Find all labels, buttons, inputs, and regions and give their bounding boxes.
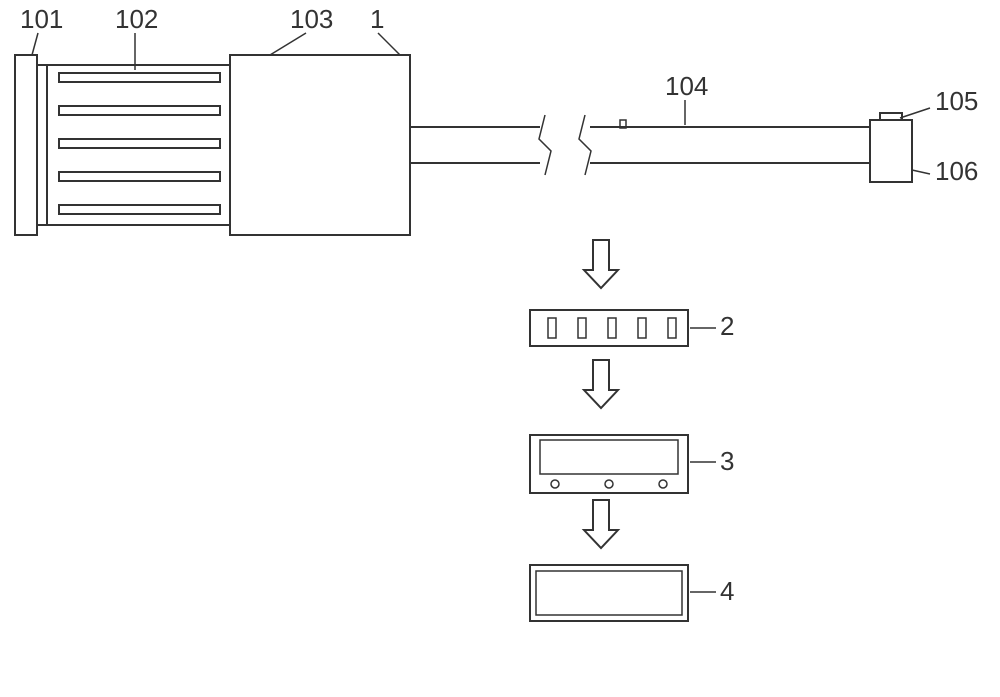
- label-4: 4: [720, 576, 734, 606]
- component-4: [530, 565, 688, 621]
- leader-line: [270, 33, 306, 55]
- leader-line: [912, 170, 930, 174]
- flow-arrow: [584, 500, 618, 548]
- flow-arrow: [584, 240, 618, 288]
- label-104: 104: [665, 71, 708, 101]
- label-102: 102: [115, 4, 158, 34]
- flow-arrow: [584, 360, 618, 408]
- label-106: 106: [935, 156, 978, 186]
- component-3: [530, 435, 688, 493]
- leader-line: [900, 108, 930, 118]
- technical-diagram: 101 102 103 1 104 105 106 2 3 4: [0, 0, 1000, 697]
- plug-body: [870, 120, 912, 182]
- leader-line: [378, 33, 400, 55]
- plug-top: [880, 113, 902, 120]
- label-2: 2: [720, 311, 734, 341]
- component-2: [530, 310, 688, 346]
- label-101: 101: [20, 4, 63, 34]
- end-plate: [15, 55, 37, 235]
- leader-line: [32, 33, 38, 55]
- label-1: 1: [370, 4, 384, 34]
- label-3: 3: [720, 446, 734, 476]
- main-body: [230, 55, 410, 235]
- label-105: 105: [935, 86, 978, 116]
- label-103: 103: [290, 4, 333, 34]
